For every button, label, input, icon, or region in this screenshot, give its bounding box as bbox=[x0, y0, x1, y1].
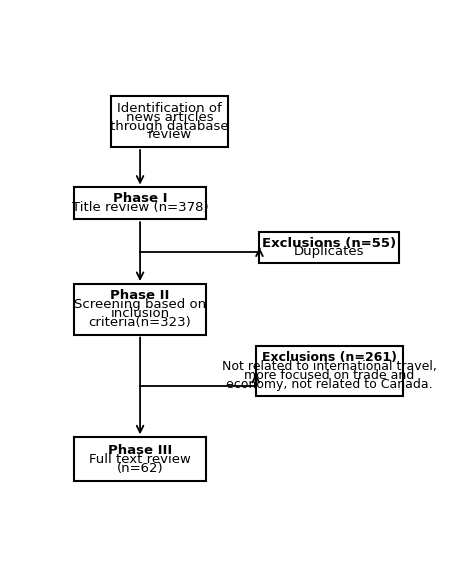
Text: Phase II: Phase II bbox=[110, 289, 170, 303]
Text: economy, not related to Canada.: economy, not related to Canada. bbox=[226, 378, 433, 391]
Text: review: review bbox=[147, 128, 191, 142]
Text: through database: through database bbox=[110, 120, 229, 132]
Bar bbox=[74, 284, 206, 335]
Text: Full text review: Full text review bbox=[89, 453, 191, 466]
Text: news articles: news articles bbox=[126, 111, 213, 124]
Text: Exclusions (n=55): Exclusions (n=55) bbox=[262, 237, 396, 249]
Bar bbox=[74, 187, 206, 219]
Bar bbox=[74, 437, 206, 481]
Text: Phase I: Phase I bbox=[113, 193, 167, 205]
Text: Phase III: Phase III bbox=[108, 444, 172, 457]
Text: (n=62): (n=62) bbox=[117, 462, 164, 474]
Text: Exclusions (n=261): Exclusions (n=261) bbox=[262, 351, 397, 364]
Bar bbox=[259, 231, 399, 264]
Text: more focused on trade and: more focused on trade and bbox=[244, 369, 414, 382]
Bar bbox=[256, 346, 403, 397]
Text: Title review (n=378): Title review (n=378) bbox=[72, 201, 209, 214]
Text: Screening based on: Screening based on bbox=[74, 299, 206, 311]
Text: Not related to international travel,: Not related to international travel, bbox=[222, 360, 437, 373]
Text: Identification of: Identification of bbox=[117, 102, 222, 115]
Text: criteria(n=323): criteria(n=323) bbox=[89, 316, 191, 329]
Text: inclusion: inclusion bbox=[110, 307, 170, 320]
Text: Duplicates: Duplicates bbox=[294, 245, 365, 258]
Bar bbox=[110, 96, 228, 147]
